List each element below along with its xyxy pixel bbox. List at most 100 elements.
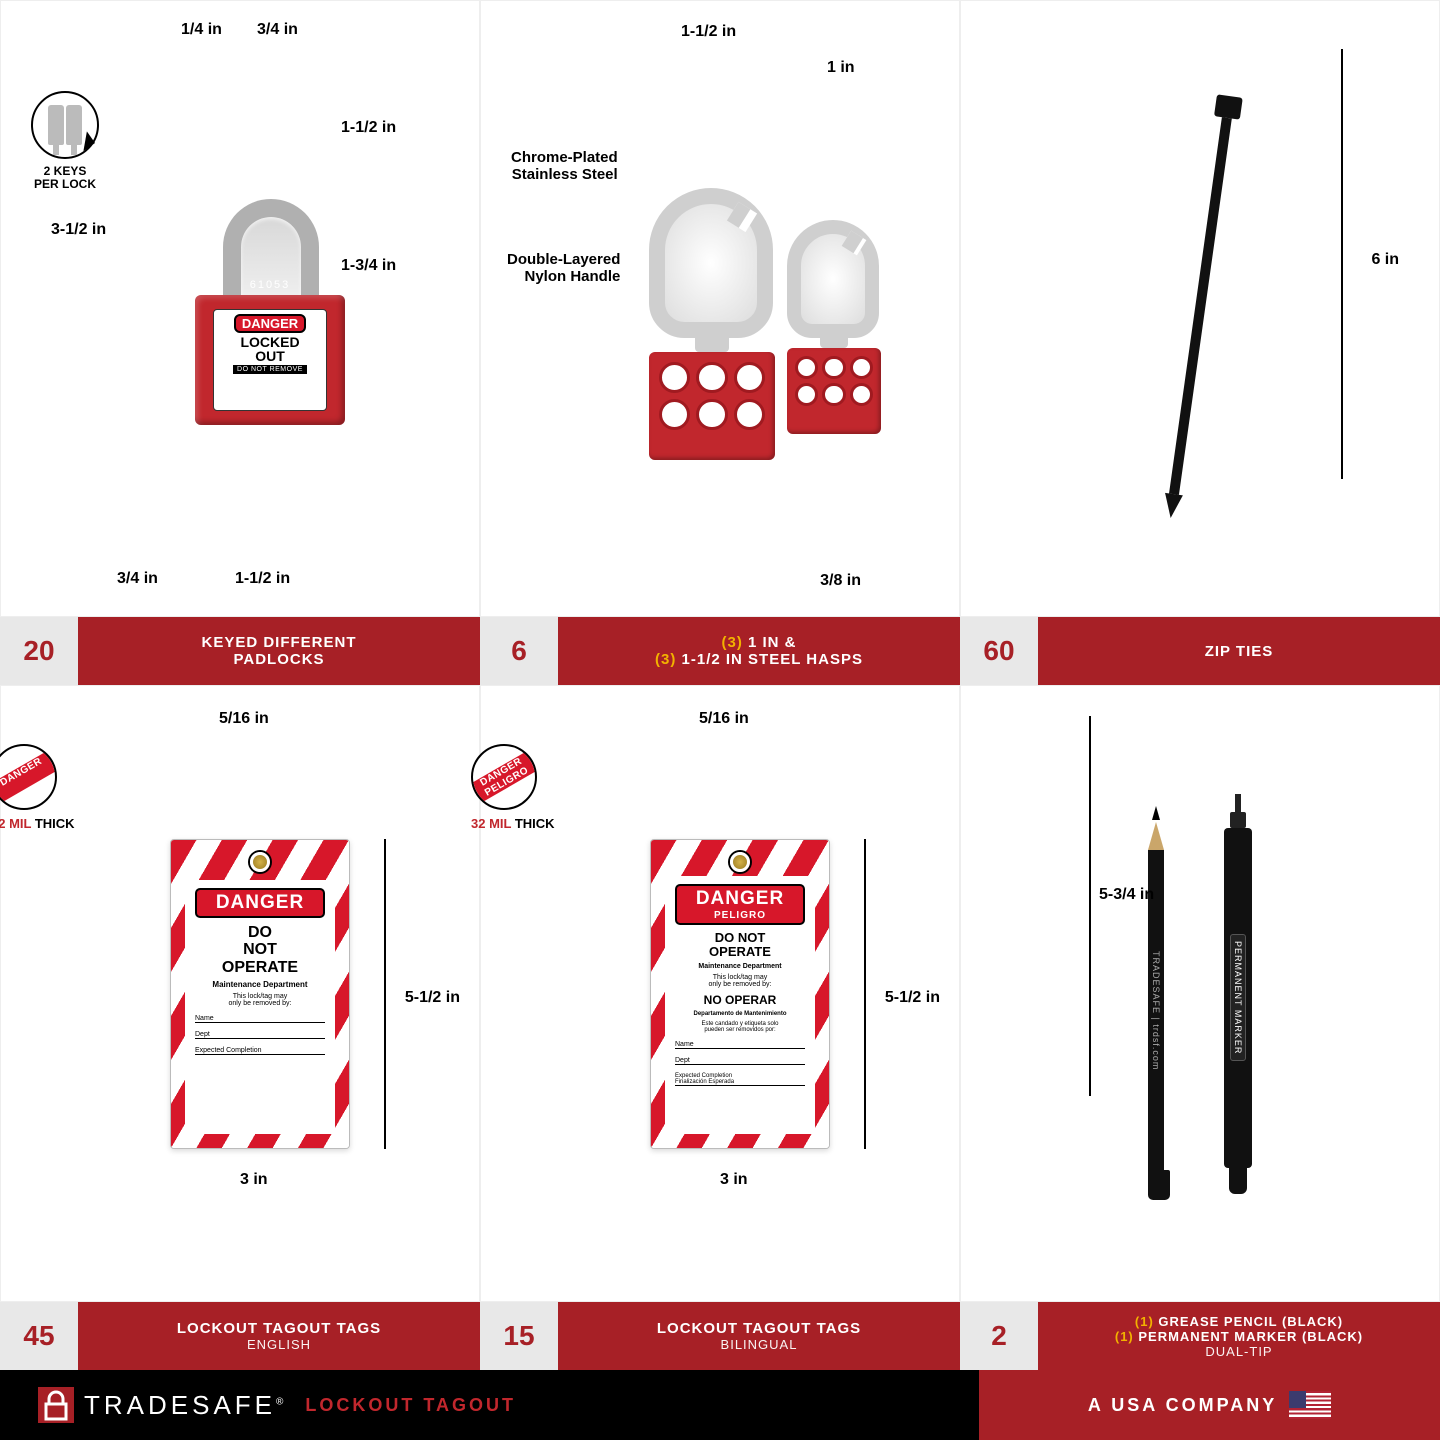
tag-dno: DO NOT OPERATE bbox=[222, 924, 298, 977]
banner-zipties: 60 ZIP TIES bbox=[960, 617, 1440, 685]
bi-m2: Departamento de Mantenimiento bbox=[693, 1011, 786, 1017]
count: 2 bbox=[960, 1302, 1038, 1370]
bi-dno2: NO OPERAR bbox=[704, 994, 777, 1007]
count: 45 bbox=[0, 1302, 78, 1370]
tag-thickness-bi: DANGERPELIGRO 32 MIL THICK bbox=[471, 744, 555, 831]
banner-line1: KEYED DIFFERENT bbox=[201, 634, 356, 651]
g1: (3) bbox=[721, 634, 748, 651]
padlock-diagram: 61053 DANGER LOCKED OUT DO NOT REMOVE bbox=[195, 199, 345, 419]
banner-line1: ZIP TIES bbox=[1205, 643, 1274, 660]
count: 15 bbox=[480, 1302, 558, 1370]
dim-tag-w-bi: 3 in bbox=[720, 1171, 748, 1189]
dim-hasp-large: 1-1/2 in bbox=[681, 23, 736, 41]
f2: Dept bbox=[195, 1031, 325, 1039]
g1: (1) bbox=[1135, 1314, 1159, 1329]
banner-sub: DUAL-TIP bbox=[1205, 1344, 1272, 1359]
g2: (3) bbox=[655, 651, 682, 668]
t1: 1 IN & bbox=[748, 634, 797, 651]
dim-body-h: 1-3/4 in bbox=[341, 257, 396, 275]
bi-dno1: DO NOT OPERATE bbox=[709, 931, 771, 960]
dim-tag-hole-en: 5/16 in bbox=[219, 710, 269, 728]
keys-callout: 2 KEYS PER LOCK bbox=[31, 91, 99, 191]
danger-label: DANGER bbox=[234, 314, 306, 333]
t2: PERMANENT MARKER (BLACK) bbox=[1138, 1329, 1363, 1344]
bf2: Dept bbox=[675, 1057, 805, 1065]
padlock-serial: 61053 bbox=[250, 279, 291, 291]
banner-sub: ENGLISH bbox=[247, 1337, 311, 1352]
dim-pencil: 5-3/4 in bbox=[1099, 886, 1154, 904]
brand-name: TRADESAFE® bbox=[84, 1390, 287, 1421]
usa-company: A USA COMPANY bbox=[1088, 1395, 1277, 1416]
tag-sub: This lock/tag may only be removed by: bbox=[228, 993, 291, 1007]
count: 20 bbox=[0, 617, 78, 685]
banner-tags-en: 45 LOCKOUT TAGOUT TAGSENGLISH bbox=[0, 1302, 480, 1370]
dim-hasp-small: 1 in bbox=[827, 59, 855, 77]
thick-suf: THICK bbox=[511, 816, 554, 831]
callout-steel: Chrome-Plated Stainless Steel bbox=[511, 149, 618, 183]
banner-tags-bi: 15 LOCKOUT TAGOUT TAGSBILINGUAL bbox=[480, 1302, 960, 1370]
tag-maint: Maintenance Department bbox=[212, 980, 307, 989]
tag-english: DANGER DO NOT OPERATE Maintenance Depart… bbox=[170, 839, 350, 1149]
panel-hasps: 1-1/2 in 1 in Chrome-Plated Stainless St… bbox=[480, 0, 960, 617]
panel-markers: TRADESAFE | trdsf.com 5-3/4 in PERMANENT… bbox=[960, 685, 1440, 1302]
f1: Name bbox=[195, 1015, 325, 1023]
bi-m1: Maintenance Department bbox=[698, 963, 781, 970]
bi-danger: DANGER bbox=[696, 888, 784, 910]
do-not-remove-label: DO NOT REMOVE bbox=[233, 365, 307, 374]
marker-side: PERMANENT MARKER bbox=[1230, 934, 1246, 1061]
bf3: Expected Completion Finalización Esperad… bbox=[675, 1073, 805, 1086]
panel-padlock: 2 KEYS PER LOCK 61053 DANGER LOCKED OUT … bbox=[0, 0, 480, 617]
banner-line1: LOCKOUT TAGOUT TAGS bbox=[177, 1320, 381, 1337]
panel-tag-bilingual: 5/16 in DANGERPELIGRO 32 MIL THICK DANGE… bbox=[480, 685, 960, 1302]
banner-padlocks: 20 KEYED DIFFERENTPADLOCKS bbox=[0, 617, 480, 685]
t1: GREASE PENCIL (BLACK) bbox=[1158, 1314, 1343, 1329]
dim-ziptie: 6 in bbox=[1371, 251, 1399, 269]
count: 60 bbox=[960, 617, 1038, 685]
footer: TRADESAFE® LOCKOUT TAGOUT A USA COMPANY bbox=[0, 1370, 1440, 1440]
banner-markers: 2 (1) GREASE PENCIL (BLACK) (1) PERMANEN… bbox=[960, 1302, 1440, 1370]
panel-tag-english: 5/16 in DANGER 32 MIL THICK DANGER DO NO… bbox=[0, 685, 480, 1302]
flag-icon bbox=[1289, 1391, 1331, 1419]
lock-icon bbox=[36, 1385, 76, 1425]
bi-s1: This lock/tag may only be removed by: bbox=[708, 974, 771, 988]
dim-hasp-hole: 3/8 in bbox=[820, 572, 861, 590]
dim-shackle-id: 1/4 in bbox=[181, 21, 222, 39]
dim-tag-w-en: 3 in bbox=[240, 1171, 268, 1189]
t2: 1-1/2 IN STEEL HASPS bbox=[682, 651, 863, 668]
panel-ziptie: 6 in bbox=[960, 0, 1440, 617]
tag-bilingual: DANGERPELIGRO DO NOT OPERATE Maintenance… bbox=[650, 839, 830, 1149]
thick-val: 32 MIL bbox=[0, 816, 31, 831]
dim-tag-h-bi: 5-1/2 in bbox=[885, 989, 940, 1007]
permanent-marker: PERMANENT MARKER bbox=[1224, 794, 1252, 1194]
dim-body-d: 3/4 in bbox=[117, 570, 158, 588]
dim-total-h: 3-1/2 in bbox=[51, 221, 106, 239]
grease-pencil: TRADESAFE | trdsf.com bbox=[1148, 814, 1164, 1194]
f3: Expected Completion bbox=[195, 1047, 325, 1055]
bi-s2: Este candado y etiqueta solo pueden ser … bbox=[701, 1021, 778, 1033]
banner-hasps: 6 (3) 1 IN & (3) 1-1/2 IN STEEL HASPS bbox=[480, 617, 960, 685]
bf1: Name bbox=[675, 1041, 805, 1049]
banner-line2: PADLOCKS bbox=[233, 651, 324, 668]
tag-thickness-en: DANGER 32 MIL THICK bbox=[0, 744, 75, 831]
thick-val: 32 MIL bbox=[471, 816, 511, 831]
locked-out-label: LOCKED OUT bbox=[240, 335, 299, 363]
ziptie-diagram bbox=[1155, 94, 1245, 524]
dim-body-w: 1-1/2 in bbox=[235, 570, 290, 588]
brand-product: LOCKOUT TAGOUT bbox=[305, 1395, 516, 1416]
pens-diagram: TRADESAFE | trdsf.com 5-3/4 in PERMANENT… bbox=[1148, 794, 1252, 1194]
dim-tag-h-en: 5-1/2 in bbox=[405, 989, 460, 1007]
dim-tag-hole-bi: 5/16 in bbox=[699, 710, 749, 728]
hasps-diagram bbox=[649, 188, 881, 460]
keys-icon bbox=[31, 91, 99, 159]
callout-handle: Double-Layered Nylon Handle bbox=[507, 251, 620, 285]
pencil-side: TRADESAFE | trdsf.com bbox=[1151, 951, 1161, 1070]
banner-line1: LOCKOUT TAGOUT TAGS bbox=[657, 1320, 861, 1337]
thick-suf: THICK bbox=[31, 816, 74, 831]
bi-danger-sub: PELIGRO bbox=[714, 910, 766, 921]
banner-sub: BILINGUAL bbox=[721, 1337, 798, 1352]
dim-shackle-h: 1-1/2 in bbox=[341, 119, 396, 137]
g2: (1) bbox=[1115, 1329, 1139, 1344]
count: 6 bbox=[480, 617, 558, 685]
keys-caption: 2 KEYS PER LOCK bbox=[31, 165, 99, 191]
dim-shackle-gap: 3/4 in bbox=[257, 21, 298, 39]
